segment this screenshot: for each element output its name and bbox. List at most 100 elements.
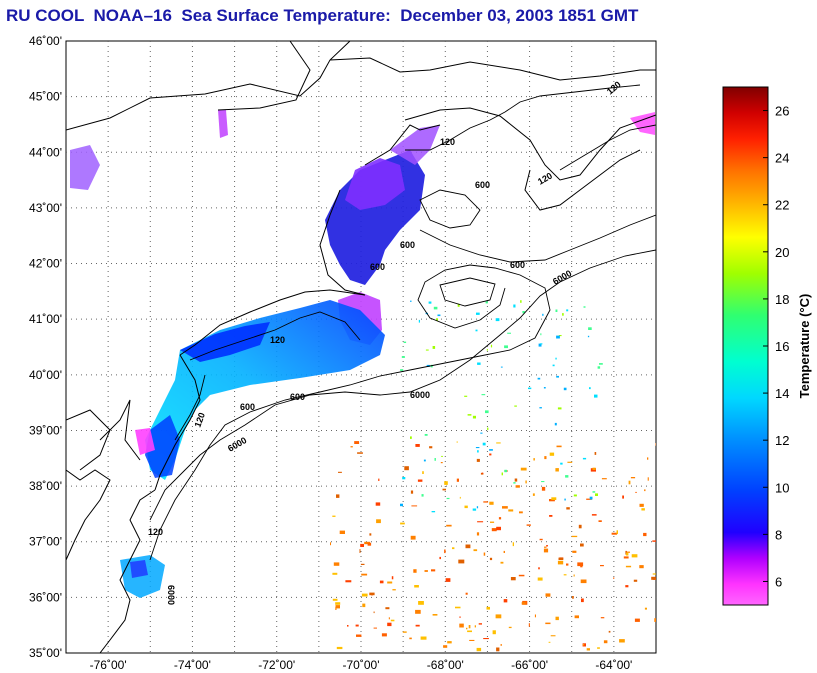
sst-pixel [388, 617, 390, 620]
sst-pixel [440, 462, 443, 464]
latitude-tick-label: 43˚00' [29, 201, 62, 215]
sst-pixel [580, 543, 584, 547]
sst-pixel [361, 593, 368, 597]
latitude-tick-label: 45˚00' [29, 90, 62, 104]
sst-pixel [520, 467, 527, 471]
colorbar-tick-label: 10 [775, 480, 789, 495]
sst-pixel [566, 507, 570, 510]
sst-pixel [555, 357, 557, 360]
sst-pixel [423, 459, 426, 462]
colorbar-tick-label: 14 [775, 386, 789, 401]
sst-pixel [613, 577, 615, 579]
sst-pixel [447, 641, 452, 644]
sst-pixel [558, 557, 564, 560]
sst-pixel [566, 309, 569, 312]
contour-label: 600 [240, 402, 255, 412]
sst-pixel [557, 407, 562, 410]
sst-pixel [564, 498, 566, 501]
sst-pixel [549, 515, 553, 517]
sst-pixel [526, 524, 531, 526]
sst-pixel [415, 624, 420, 627]
sst-pixel [400, 522, 405, 525]
contour-label: 600 [290, 392, 305, 402]
sst-pixel [338, 471, 342, 473]
sst-pixel [540, 333, 542, 336]
sst-pixel [503, 550, 505, 553]
sst-pixel [578, 524, 582, 529]
sst-pixel [409, 637, 412, 640]
sst-pixel [544, 456, 547, 460]
sst-pixel [630, 477, 636, 479]
sst-pixel [589, 387, 591, 390]
sst-pixel [361, 573, 368, 576]
sst-pixel [496, 647, 500, 652]
sst-pixel [332, 572, 338, 575]
sst-pixel [594, 394, 598, 398]
sst-pixel [330, 542, 331, 546]
sst-pixel [464, 395, 468, 397]
sst-pixel [357, 452, 363, 454]
longitude-labels: -76˚00' -74˚00' -72˚00' -70˚00' -68˚00' -66˚0… [90, 658, 633, 672]
sst-pixel [498, 517, 502, 520]
sst-pixel [626, 552, 629, 556]
latitude-tick-label: 39˚00' [29, 423, 62, 437]
sst-pixel [418, 601, 424, 605]
sst-pixel [485, 301, 488, 304]
sst-pixel [444, 481, 448, 485]
sst-pixel [639, 503, 644, 507]
sst-pixel [467, 630, 472, 633]
sst-pixel [580, 579, 587, 584]
sst-pixel [480, 432, 483, 434]
sst-pixel [362, 603, 366, 608]
sst-pixel [622, 495, 624, 499]
contour-label: 600 [370, 262, 385, 272]
sst-pixel [441, 455, 443, 457]
sst-pixel [360, 563, 365, 565]
sst-pixel [543, 548, 549, 553]
sst-pixel [541, 486, 546, 491]
sst-pixel [600, 617, 605, 619]
sst-pixel [400, 369, 404, 371]
sst-pixel [433, 306, 438, 310]
longitude-tick-label: -64˚00' [595, 658, 632, 672]
sst-pixel [415, 444, 420, 447]
colorbar-ticks: 26 24 22 20 18 16 14 12 10 8 6 [763, 104, 789, 589]
sst-pixel [587, 335, 590, 338]
sst-pixel [446, 497, 450, 500]
sst-pixel [431, 569, 436, 572]
sst-pixel [339, 530, 345, 534]
sst-pixel [545, 593, 551, 597]
colorbar-tick-label: 26 [775, 104, 789, 119]
sst-pixel [631, 554, 638, 558]
colorbar-tick-label: 16 [775, 339, 789, 354]
sst-pixel [452, 547, 455, 550]
sst-pixel [574, 615, 579, 619]
sst-pixel [373, 627, 377, 629]
sst-pixel [551, 497, 557, 500]
sst-pixel [477, 362, 481, 365]
sst-pixel [434, 458, 436, 461]
sst-pixel [476, 647, 482, 652]
sst-pixel [515, 485, 520, 488]
sst-pixel [519, 511, 523, 514]
sst-pixel [459, 496, 461, 499]
latitude-tick-label: 41˚00' [29, 312, 62, 326]
sst-pixel [501, 472, 503, 476]
sst-pixel [589, 496, 593, 500]
sst-pixel [608, 630, 611, 633]
sst-pixel [655, 443, 656, 446]
sst-pixel [573, 574, 575, 577]
colorbar-tick-label: 20 [775, 245, 789, 260]
sst-pixel [381, 633, 387, 637]
sst-pixel [594, 452, 597, 455]
sst-pixel [552, 364, 555, 367]
colorbar-tick-label: 18 [775, 292, 789, 307]
sst-pixel [626, 551, 630, 553]
sst-pixel [489, 557, 493, 561]
sst-pixel [481, 472, 484, 474]
latitude-tick-label: 44˚00' [29, 145, 62, 159]
sst-pixel [392, 589, 396, 591]
map-title: RU COOL NOAA–16 Sea Surface Temperature:… [6, 6, 639, 25]
sst-pixel [600, 565, 604, 567]
